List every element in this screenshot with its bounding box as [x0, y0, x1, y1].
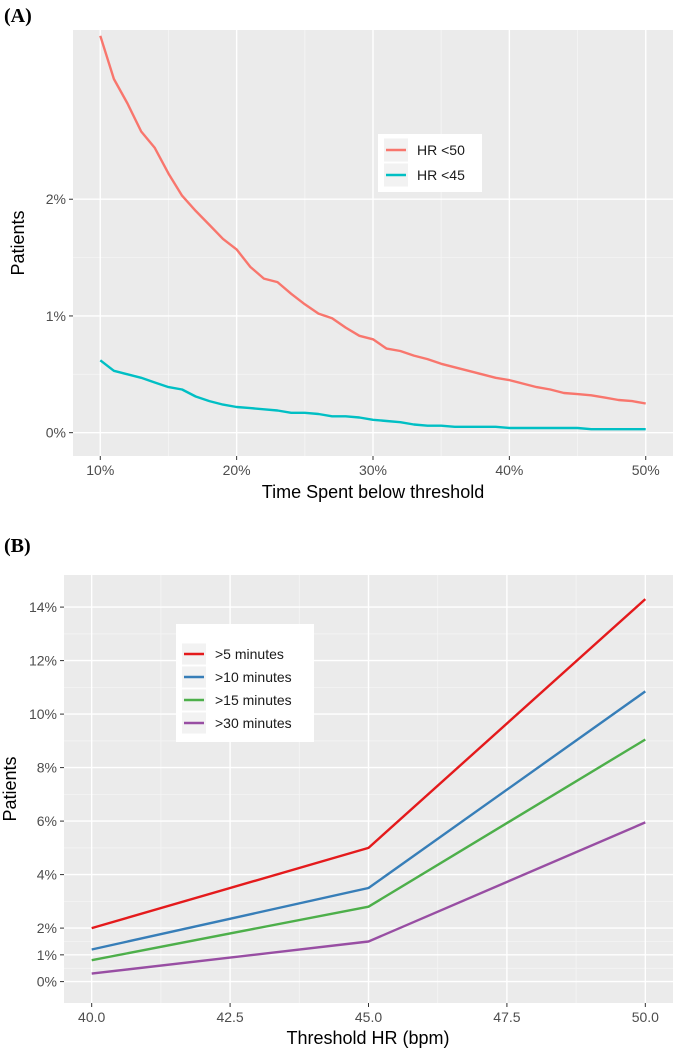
legend-label: >15 minutes — [215, 692, 292, 708]
x-tick-label: 50.0 — [632, 1009, 659, 1025]
x-tick-label: 45.0 — [355, 1009, 382, 1025]
x-tick-label: 47.5 — [493, 1009, 520, 1025]
y-tick-label: 2% — [46, 191, 66, 207]
y-tick-label: 10% — [29, 706, 57, 722]
y-tick-label: 2% — [37, 920, 57, 936]
panel-a-series-lines — [99, 35, 646, 431]
y-tick-label: 12% — [29, 653, 57, 669]
panel-b-y-tick-labels: 0% 1% 2% 4% 6% 8% 10% 12% 14% — [29, 599, 64, 990]
x-tick-label: 50% — [632, 462, 660, 478]
legend-label: >10 minutes — [215, 669, 292, 685]
panel-a-x-axis-title: Time Spent below threshold — [262, 482, 484, 502]
series-line-2 — [91, 690, 646, 951]
series-line-4 — [91, 821, 646, 975]
y-tick-label: 14% — [29, 599, 57, 615]
x-tick-label: 30% — [359, 462, 387, 478]
panel-b-label: (B) — [4, 535, 31, 557]
y-tick-label: 1% — [37, 947, 57, 963]
x-tick-label: 10% — [86, 462, 114, 478]
y-tick-label: 1% — [46, 308, 66, 324]
panel-a-y-tick-labels: 0% 1% 2% — [46, 191, 73, 441]
x-tick-label: 42.5 — [216, 1009, 243, 1025]
legend-label: HR <45 — [417, 167, 465, 183]
series-line-2 — [99, 359, 646, 431]
panel-a-legend: HR <50 HR <45 — [378, 134, 482, 192]
panel-a-x-tick-labels: 10% 20% 30% 40% 50% — [86, 456, 660, 478]
y-tick-label: 6% — [37, 813, 57, 829]
y-tick-label: 4% — [37, 867, 57, 883]
y-tick-label: 8% — [37, 760, 57, 776]
panel-b-major-grid — [64, 575, 673, 1003]
panel-b-x-axis-title: Threshold HR (bpm) — [286, 1028, 449, 1048]
panel-b-y-axis-title: Patients — [0, 756, 20, 821]
x-tick-label: 40% — [495, 462, 523, 478]
panel-b-series-lines — [91, 598, 647, 975]
series-line-1 — [99, 35, 646, 405]
panel-b: (B) 40.0 42.5 45.0 47.5 50.0 0% 1% 2% 4% 6% 8% 10%… — [0, 535, 673, 1048]
y-tick-label: 0% — [46, 425, 66, 441]
panel-b-legend: >5 minutes >10 minutes >15 minutes >30 minu… — [176, 624, 314, 742]
series-line-3 — [91, 738, 646, 962]
x-tick-label: 40.0 — [78, 1009, 105, 1025]
panel-a-label: (A) — [4, 5, 32, 27]
legend-label: >5 minutes — [215, 646, 284, 662]
panel-b-x-tick-labels: 40.0 42.5 45.0 47.5 50.0 — [78, 1003, 659, 1025]
panel-a: (A) 10% 20% 30% 40% 50% 0% 1% 2% Time Spent be… — [4, 5, 673, 502]
x-tick-label: 20% — [223, 462, 251, 478]
y-tick-label: 0% — [37, 974, 57, 990]
panel-a-y-axis-title: Patients — [8, 210, 28, 275]
panel-a-major-grid — [73, 30, 673, 456]
legend-label: >30 minutes — [215, 715, 292, 731]
legend-label: HR <50 — [417, 142, 465, 158]
series-line-1 — [91, 598, 647, 930]
